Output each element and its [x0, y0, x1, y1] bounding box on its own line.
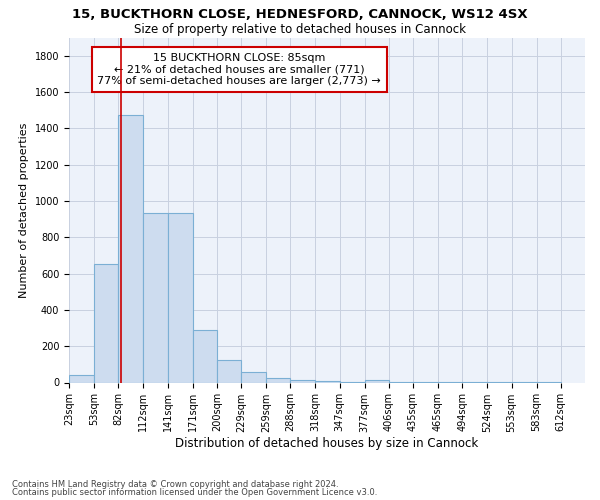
Text: 15, BUCKTHORN CLOSE, HEDNESFORD, CANNOCK, WS12 4SX: 15, BUCKTHORN CLOSE, HEDNESFORD, CANNOCK…	[72, 8, 528, 20]
Y-axis label: Number of detached properties: Number of detached properties	[19, 122, 29, 298]
Text: Size of property relative to detached houses in Cannock: Size of property relative to detached ho…	[134, 22, 466, 36]
Bar	[167, 212, 193, 382]
Bar	[193, 330, 217, 382]
Bar	[94, 264, 118, 382]
Bar	[241, 372, 266, 382]
Bar	[266, 378, 290, 382]
Text: Contains public sector information licensed under the Open Government Licence v3: Contains public sector information licen…	[12, 488, 377, 497]
Bar	[290, 380, 316, 382]
Text: 15 BUCKTHORN CLOSE: 85sqm
← 21% of detached houses are smaller (771)
77% of semi: 15 BUCKTHORN CLOSE: 85sqm ← 21% of detac…	[97, 53, 381, 86]
X-axis label: Distribution of detached houses by size in Cannock: Distribution of detached houses by size …	[175, 437, 479, 450]
Bar	[69, 375, 94, 382]
Bar	[316, 380, 340, 382]
Bar	[118, 114, 143, 382]
Bar	[143, 212, 167, 382]
Text: Contains HM Land Registry data © Crown copyright and database right 2024.: Contains HM Land Registry data © Crown c…	[12, 480, 338, 489]
Bar	[365, 380, 389, 382]
Bar	[217, 360, 241, 382]
